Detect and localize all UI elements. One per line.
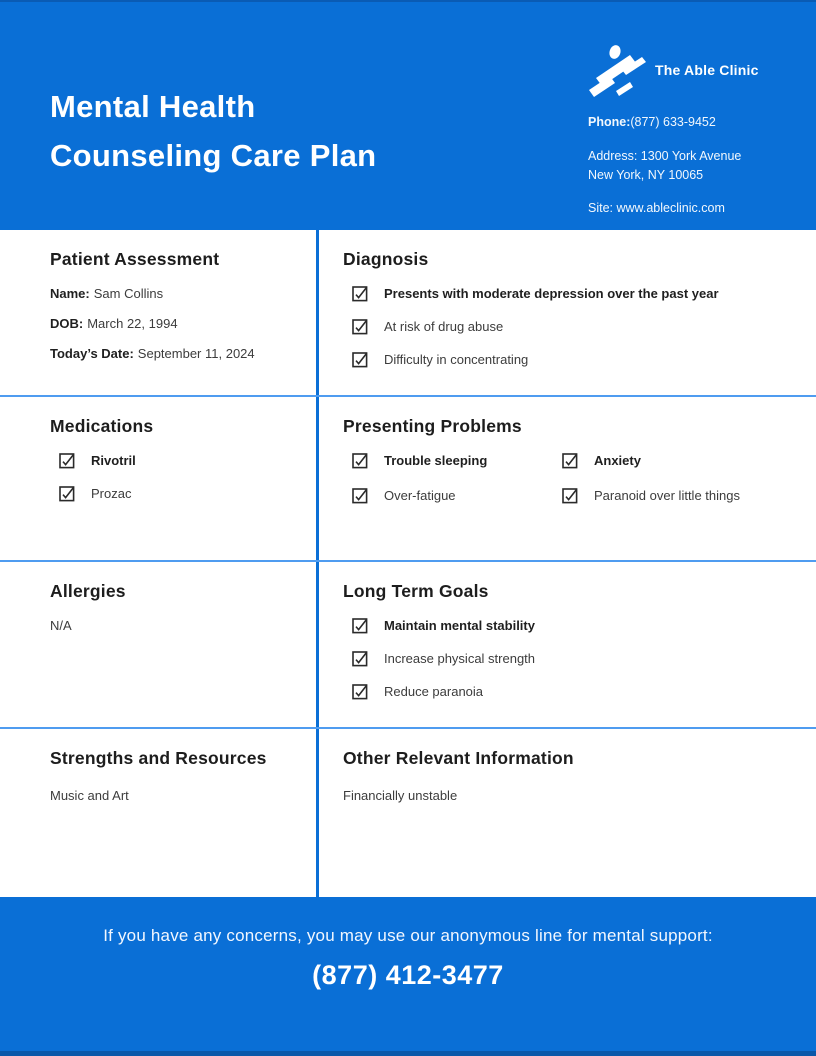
problem-item: Over-fatigue <box>343 487 553 506</box>
checkbox-checked-icon[interactable] <box>562 453 578 469</box>
checkbox-checked-icon[interactable] <box>352 618 368 634</box>
patient-assessment-title: Patient Assessment <box>50 249 220 269</box>
other-info-value: Financially unstable <box>343 788 458 803</box>
row-allergies-goals: Allergies N/A Long Term Goals Maintain m… <box>0 560 816 727</box>
diagnosis-title: Diagnosis <box>343 249 429 269</box>
clinic-address-line-1: Address: 1300 York Avenue <box>588 148 742 163</box>
presenting-problems-col-2: Anxiety Paranoid over little things <box>553 452 798 522</box>
page-title-line-1: Mental Health <box>50 89 256 124</box>
field-today-date-label: Today’s Date: <box>50 345 134 361</box>
field-name-value: Sam Collins <box>93 286 164 301</box>
page-title-line-2: Counseling Care Plan <box>50 138 377 173</box>
diagnosis-item: Difficulty in concentrating <box>343 351 798 370</box>
footer: If you have any concerns, you may use ou… <box>0 897 816 1056</box>
goal-item: Reduce paranoia <box>343 683 798 702</box>
problem-item-label: Over-fatigue <box>384 487 456 503</box>
section-long-term-goals: Long Term Goals Maintain mental stabilit… <box>316 562 816 727</box>
clinic-phone-value: (877) 633-9452 <box>630 115 716 129</box>
strengths-value: Music and Art <box>50 788 129 803</box>
field-today-date: Today’s Date: September 11, 2024 <box>50 345 298 364</box>
clinic-site: Site: www.ableclinic.com <box>588 201 725 216</box>
strengths-title: Strengths and Resources <box>50 748 267 768</box>
checkbox-checked-icon[interactable] <box>59 486 75 502</box>
clinic-name: The Able Clinic <box>655 62 759 78</box>
diagnosis-item: Presents with moderate depression over t… <box>343 285 798 304</box>
medications-title: Medications <box>50 416 154 436</box>
row-strengths-other: Strengths and Resources Music and Art Ot… <box>0 727 816 897</box>
allergies-value: N/A <box>50 618 72 633</box>
diagnosis-item-label: At risk of drug abuse <box>384 318 504 334</box>
presenting-problems-grid: Trouble sleeping Over-fatigue Anxiety Pa… <box>343 452 798 522</box>
allergies-title: Allergies <box>50 581 126 601</box>
checkbox-checked-icon[interactable] <box>352 286 368 302</box>
medication-item-label: Prozac <box>91 485 132 501</box>
clinic-address: Address: 1300 York Avenue New York, NY 1… <box>588 147 802 185</box>
diagnosis-item: At risk of drug abuse <box>343 318 798 337</box>
section-diagnosis: Diagnosis Presents with moderate depress… <box>316 230 816 395</box>
medication-item-label: Rivotril <box>91 453 136 468</box>
clinic-phone: Phone:(877) 633-9452 <box>588 113 802 132</box>
clinic-address-line-2: New York, NY 10065 <box>588 167 704 182</box>
footer-support-phone: (877) 412-3477 <box>312 960 504 990</box>
long-term-goals-title: Long Term Goals <box>343 581 489 601</box>
field-today-date-value: September 11, 2024 <box>137 345 255 361</box>
checkbox-checked-icon[interactable] <box>562 488 578 504</box>
goal-item: Increase physical strength <box>343 650 798 669</box>
section-patient-assessment: Patient Assessment Name: Sam Collins DOB:… <box>0 230 316 395</box>
section-other-info: Other Relevant Information Financially u… <box>316 729 816 897</box>
page-title: Mental Health Counseling Care Plan <box>0 0 376 230</box>
problem-item-label: Anxiety <box>594 453 641 468</box>
field-name: Name: Sam Collins <box>50 285 298 304</box>
page-top-edge <box>0 0 816 2</box>
row-medications-problems: Medications Rivotril Prozac Presenting P… <box>0 395 816 560</box>
problem-item: Anxiety <box>553 452 798 471</box>
medication-item: Prozac <box>50 485 298 504</box>
presenting-problems-col-1: Trouble sleeping Over-fatigue <box>343 452 553 522</box>
problem-item: Paranoid over little things <box>553 487 798 506</box>
section-strengths: Strengths and Resources Music and Art <box>0 729 316 897</box>
row-assessment-diagnosis: Patient Assessment Name: Sam Collins DOB:… <box>0 230 816 395</box>
checkbox-checked-icon[interactable] <box>352 319 368 335</box>
checkbox-checked-icon[interactable] <box>352 453 368 469</box>
goal-item: Maintain mental stability <box>343 617 798 636</box>
field-dob-label: DOB: <box>50 315 84 331</box>
field-dob-value: March 22, 1994 <box>87 315 178 331</box>
goal-item-label: Maintain mental stability <box>384 618 535 633</box>
page-bottom-edge <box>0 1051 816 1056</box>
section-allergies: Allergies N/A <box>0 562 316 727</box>
clinic-info: The Able Clinic Phone:(877) 633-9452 Add… <box>588 0 816 230</box>
section-medications: Medications Rivotril Prozac <box>0 397 316 560</box>
footer-message: If you have any concerns, you may use ou… <box>103 926 713 945</box>
goal-item-label: Reduce paranoia <box>384 683 484 699</box>
field-name-label: Name: <box>50 286 90 301</box>
medication-item: Rivotril <box>50 452 298 471</box>
clinic-logo-row: The Able Clinic <box>588 42 802 98</box>
diagnosis-item-label: Presents with moderate depression over t… <box>384 286 719 301</box>
goal-item-label: Increase physical strength <box>384 650 536 666</box>
other-info-title: Other Relevant Information <box>343 748 574 768</box>
problem-item-label: Paranoid over little things <box>594 487 740 503</box>
header: Mental Health Counseling Care Plan The A… <box>0 0 816 230</box>
clinic-phone-label: Phone: <box>588 115 631 129</box>
checkbox-checked-icon[interactable] <box>352 683 368 700</box>
running-person-icon <box>589 45 646 97</box>
section-presenting-problems: Presenting Problems Trouble sleeping Ove… <box>316 397 816 560</box>
problem-item: Trouble sleeping <box>343 452 553 471</box>
diagnosis-item-label: Difficulty in concentrating <box>384 351 529 367</box>
presenting-problems-title: Presenting Problems <box>343 416 522 436</box>
checkbox-checked-icon[interactable] <box>352 651 368 667</box>
checkbox-checked-icon[interactable] <box>352 488 368 504</box>
checkbox-checked-icon[interactable] <box>352 351 368 368</box>
checkbox-checked-icon[interactable] <box>59 453 75 469</box>
field-dob: DOB: March 22, 1994 <box>50 315 298 334</box>
problem-item-label: Trouble sleeping <box>384 453 488 468</box>
